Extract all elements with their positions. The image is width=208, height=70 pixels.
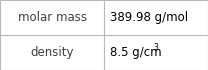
Text: density: density <box>30 46 74 59</box>
Text: molar mass: molar mass <box>17 11 87 24</box>
Text: 389.98 g/mol: 389.98 g/mol <box>110 11 188 24</box>
Text: 3: 3 <box>153 43 158 52</box>
Text: 8.5 g/cm: 8.5 g/cm <box>110 46 162 59</box>
